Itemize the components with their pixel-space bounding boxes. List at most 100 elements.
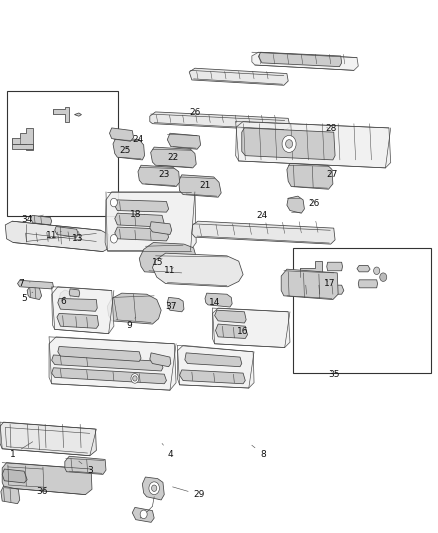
Bar: [293, 248, 431, 373]
Polygon shape: [53, 107, 69, 122]
Polygon shape: [12, 144, 33, 149]
Text: 24: 24: [132, 135, 144, 144]
Text: 34: 34: [21, 215, 43, 224]
Polygon shape: [358, 280, 378, 288]
Polygon shape: [105, 192, 196, 251]
Text: 23: 23: [159, 171, 170, 179]
Text: 1: 1: [10, 442, 33, 458]
Polygon shape: [27, 287, 42, 300]
Text: 16: 16: [237, 327, 248, 336]
Text: 24: 24: [256, 212, 268, 220]
Polygon shape: [150, 222, 172, 235]
Polygon shape: [1, 486, 20, 504]
Polygon shape: [132, 507, 154, 522]
Polygon shape: [142, 477, 164, 500]
Text: 29: 29: [173, 487, 205, 499]
Polygon shape: [115, 227, 169, 241]
Polygon shape: [167, 297, 184, 312]
Polygon shape: [167, 133, 201, 149]
Polygon shape: [215, 310, 246, 323]
Polygon shape: [115, 200, 169, 212]
Polygon shape: [12, 128, 33, 150]
Polygon shape: [58, 298, 97, 311]
Circle shape: [149, 482, 159, 495]
Polygon shape: [151, 147, 196, 168]
Text: 35: 35: [328, 370, 339, 378]
Polygon shape: [31, 215, 52, 225]
Text: 6: 6: [60, 297, 67, 305]
Text: 27: 27: [326, 171, 338, 179]
Polygon shape: [138, 165, 180, 187]
Polygon shape: [49, 337, 176, 390]
Polygon shape: [327, 262, 343, 271]
Polygon shape: [152, 253, 243, 287]
Circle shape: [140, 510, 147, 519]
Polygon shape: [281, 269, 338, 300]
Polygon shape: [52, 368, 166, 384]
Text: 26: 26: [309, 199, 320, 208]
Polygon shape: [110, 128, 134, 141]
Text: 22: 22: [167, 153, 179, 161]
Polygon shape: [150, 112, 290, 131]
Polygon shape: [0, 422, 96, 456]
Polygon shape: [55, 227, 78, 237]
Circle shape: [286, 140, 293, 148]
Text: 18: 18: [130, 210, 145, 219]
Text: 3: 3: [79, 461, 93, 474]
Polygon shape: [212, 308, 290, 348]
Text: 8: 8: [252, 445, 266, 458]
Polygon shape: [189, 68, 288, 85]
Text: 7: 7: [18, 279, 30, 288]
Polygon shape: [52, 355, 163, 371]
Text: 26: 26: [189, 109, 201, 117]
Text: 17: 17: [324, 279, 335, 288]
Polygon shape: [60, 290, 71, 303]
Polygon shape: [300, 261, 322, 284]
Circle shape: [110, 198, 117, 207]
Polygon shape: [107, 293, 161, 324]
Polygon shape: [287, 196, 304, 213]
Polygon shape: [2, 469, 27, 483]
Circle shape: [380, 273, 387, 281]
Polygon shape: [287, 163, 333, 189]
Polygon shape: [357, 265, 370, 272]
Polygon shape: [252, 52, 358, 70]
Polygon shape: [58, 346, 141, 361]
Text: 13: 13: [72, 235, 84, 243]
Text: 11: 11: [46, 231, 61, 240]
Circle shape: [282, 135, 296, 152]
Polygon shape: [52, 287, 114, 334]
Bar: [7, 91, 118, 216]
Circle shape: [374, 267, 380, 274]
Polygon shape: [215, 324, 247, 338]
Polygon shape: [179, 175, 221, 197]
Text: 28: 28: [325, 125, 336, 133]
Text: 9: 9: [126, 317, 136, 329]
Polygon shape: [205, 293, 232, 307]
Polygon shape: [236, 122, 391, 168]
Text: 15: 15: [152, 258, 163, 266]
Text: 36: 36: [36, 487, 47, 496]
Polygon shape: [242, 128, 335, 160]
Polygon shape: [115, 213, 164, 227]
Polygon shape: [192, 221, 335, 244]
Polygon shape: [18, 280, 53, 289]
Polygon shape: [298, 285, 344, 294]
Polygon shape: [65, 456, 106, 474]
Polygon shape: [185, 353, 242, 367]
Polygon shape: [258, 52, 342, 67]
Polygon shape: [150, 353, 171, 367]
Polygon shape: [2, 463, 92, 495]
Text: 37: 37: [165, 302, 177, 311]
Circle shape: [131, 374, 139, 383]
Text: 25: 25: [119, 146, 131, 155]
Text: 14: 14: [209, 298, 220, 307]
Polygon shape: [139, 243, 197, 274]
Circle shape: [152, 485, 157, 491]
Polygon shape: [5, 221, 110, 252]
Polygon shape: [180, 370, 245, 384]
Text: 21: 21: [199, 181, 211, 190]
Text: 11: 11: [164, 266, 176, 275]
Text: 5: 5: [21, 292, 33, 303]
Circle shape: [133, 376, 137, 381]
